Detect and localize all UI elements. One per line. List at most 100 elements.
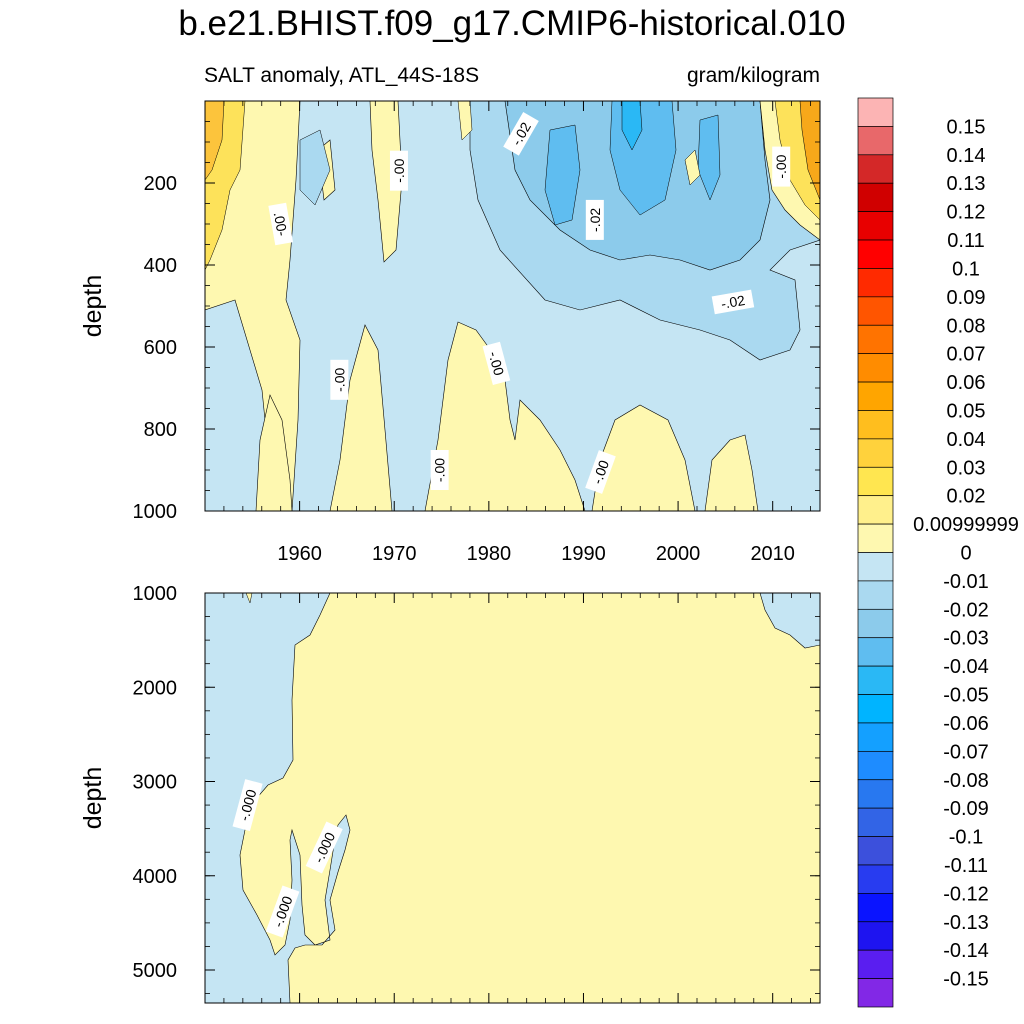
lower-y-axis-title: depth	[79, 767, 107, 830]
colorbar-label: 0.03	[947, 457, 986, 479]
colorbar-label: 0.07	[947, 344, 986, 366]
colorbar-box	[857, 239, 894, 269]
y-tick-label: 600	[144, 337, 177, 359]
colorbar-box	[857, 722, 894, 752]
lower-background-region	[205, 593, 820, 1003]
colorbar-label: -0.06	[943, 713, 989, 735]
contour-label: -.00	[330, 359, 349, 400]
pos-patch-2007	[684, 149, 701, 186]
colorbar-box	[857, 268, 894, 298]
contour-label: .00-	[268, 202, 294, 246]
colorbar-box	[857, 978, 894, 1008]
subtitle-left: SALT anomaly, ATL_44S-18S	[204, 64, 479, 87]
contour-label-bg	[389, 150, 408, 191]
pos-lower-lobe-c	[424, 321, 586, 511]
neg-core-1985	[544, 124, 581, 226]
colorbar: 0.15 0.14 0.13 0.12 0.11 0.1 0.09 0.08 0.07 0.06 0…	[857, 97, 1019, 1008]
colorbar-box	[857, 779, 894, 809]
colorbar-box	[857, 864, 894, 894]
pos-lower-lobe-b	[329, 324, 393, 511]
colorbar-label: 0.02	[947, 486, 986, 508]
colorbar-box	[857, 552, 894, 582]
pos-region-right-core	[799, 101, 820, 201]
upper-y-axis-title: depth	[79, 275, 107, 338]
colorbar-label: -0.07	[943, 741, 989, 763]
contour-label-text: -.00	[331, 368, 347, 392]
colorbar-box	[857, 750, 894, 781]
lower-neg-region-right	[759, 593, 820, 649]
colorbar-box	[857, 921, 894, 951]
colorbar-label: 0.13	[947, 173, 986, 195]
colorbar-label: -0.02	[943, 599, 989, 621]
upper-contour-labels: .00--.00-.02-.02-.00-.00-.00 -.00-.02-.00	[268, 111, 791, 494]
contour-label: -.00	[430, 450, 449, 490]
contour-label-text: -.00	[432, 458, 448, 482]
colorbar-box	[857, 665, 894, 695]
colorbar-label: -0.11	[944, 855, 988, 877]
contour-label-bg	[503, 111, 539, 156]
x-tick-label: 1990	[561, 543, 606, 565]
colorbar-box	[857, 893, 894, 923]
contour-label-text: -.00	[391, 158, 407, 182]
colorbar-label: -0.08	[943, 770, 989, 792]
colorbar-box	[857, 466, 894, 497]
contour-label: -.02	[711, 289, 755, 315]
upper-x-axis: 1960 1970 1980 1990 2000 2010	[223, 101, 811, 565]
pos-region-left-core	[205, 101, 225, 181]
colorbar-label: -0.04	[943, 656, 989, 678]
neg-patch-1962	[299, 129, 331, 206]
colorbar-label: -0.12	[943, 883, 989, 905]
colorbar-label: -0.03	[943, 628, 989, 650]
lower-panel: 1000 2000 3000 4000 5000 -.000-.000-.000 dep…	[79, 583, 821, 1004]
contour-label-bg	[268, 202, 294, 246]
colorbar-box	[857, 182, 894, 212]
lower-y-axis: 1000 2000 3000 4000 5000	[133, 583, 820, 994]
colorbar-box	[857, 324, 894, 355]
contour-label-bg	[330, 359, 349, 400]
contour-label-text: -.02	[587, 208, 603, 232]
contour-label: -.00	[772, 146, 791, 187]
colorbar-box	[857, 154, 894, 184]
contour-label-bg	[430, 450, 449, 490]
colorbar-label: 0.1	[952, 258, 980, 280]
y-tick-label: 3000	[133, 772, 178, 794]
colorbar-label: -0.1	[949, 827, 983, 849]
colorbar-box	[857, 296, 894, 326]
y-tick-label: 1000	[133, 583, 178, 605]
colorbar-box	[857, 438, 894, 468]
contour-label-bg	[232, 779, 263, 832]
colorbar-box	[857, 353, 894, 383]
contour-label-text: -.00	[589, 458, 612, 486]
colorbar-box	[857, 410, 894, 440]
colorbar-label: 0	[960, 543, 971, 565]
contour-label-bg	[265, 885, 300, 938]
lower-pos-dip	[245, 593, 253, 604]
colorbar-label: 0.08	[947, 315, 986, 337]
y-tick-label: 5000	[133, 960, 178, 982]
colorbar-box	[857, 580, 894, 610]
colorbar-label: 0.00999999	[913, 514, 1019, 536]
y-tick-label: 400	[144, 255, 177, 277]
colorbar-label: -0.15	[943, 969, 989, 991]
contour-label-bg	[585, 199, 604, 240]
colorbar-label: -0.05	[943, 685, 989, 707]
y-tick-label: 2000	[133, 677, 178, 699]
x-tick-label: 2010	[750, 543, 795, 565]
colorbar-label: 0.09	[947, 287, 986, 309]
contour-label: -.00	[482, 341, 511, 386]
colorbar-box	[857, 694, 894, 724]
colorbar-box	[857, 381, 894, 411]
lower-x-axis	[223, 593, 811, 1003]
lower-plot-frame	[204, 592, 821, 1004]
contour-label-text: .00-	[271, 211, 291, 238]
colorbar-box	[857, 126, 894, 156]
upper-panel: 200 400 600 800 1000 1960 1970 1980 1990 2000 201…	[79, 100, 821, 565]
colorbar-box	[857, 836, 894, 866]
colorbar-label: -0.13	[943, 912, 989, 934]
contour-label-bg	[585, 450, 616, 494]
lower-contour-labels: -.000-.000-.000	[232, 779, 343, 938]
neg-core-1995-inner	[621, 101, 643, 151]
y-tick-label: 4000	[133, 866, 178, 888]
lower-neg-region-left	[205, 593, 351, 1003]
